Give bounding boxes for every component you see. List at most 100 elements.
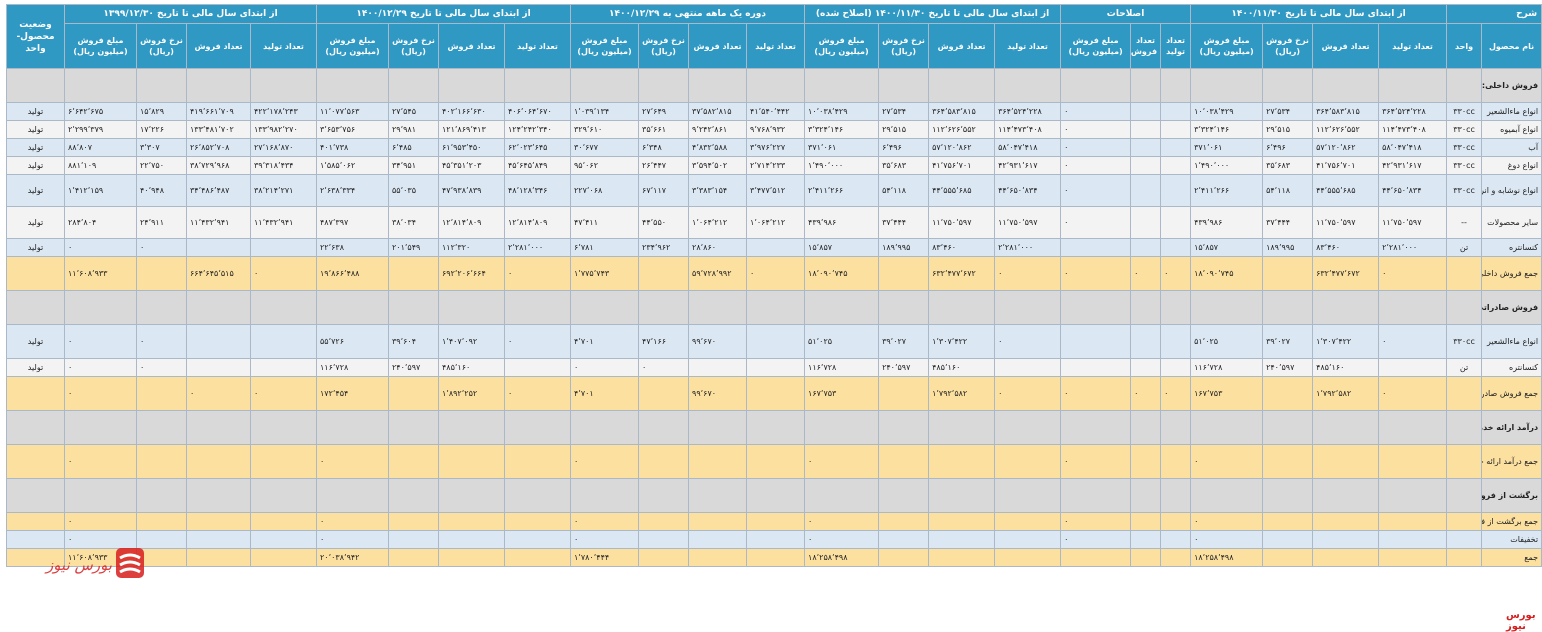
cell-value: ۱۵٬۸۵۷: [1190, 238, 1264, 257]
cell-value: ۴۰٬۹۴۸: [136, 174, 187, 207]
cell-value: ۴۴٬۶۵۰٬۸۳۴: [1378, 174, 1448, 207]
section-row: درآمد ارائه خدمات:: [6, 410, 1542, 445]
cell-value: ۰: [994, 256, 1062, 291]
row-status: [6, 68, 65, 103]
cell-value: ۰: [569, 444, 640, 479]
col-sale: تعداد فروش: [688, 23, 748, 69]
cell-value: ۰: [569, 530, 640, 549]
cell-value: ۳۸٬۷۲۹٬۹۶۸: [186, 156, 251, 175]
cell-value: [1160, 120, 1192, 139]
cell-value: [136, 478, 187, 513]
cell-value: [746, 358, 806, 377]
cell-value: ۰: [1060, 138, 1132, 157]
group-status: وضعیت محصول-واحد: [6, 4, 65, 69]
cell-value: ۱٬۳۰۷٬۴۲۲: [1312, 324, 1380, 359]
cell-value: ۶٬۴۹۶: [1262, 138, 1314, 157]
cell-value: [878, 478, 930, 513]
cell-value: [878, 256, 930, 291]
cell-value: [316, 410, 389, 445]
cell-value: [688, 530, 748, 549]
cell-value: ۱۷٬۲۲۶: [136, 120, 187, 139]
cell-value: [928, 512, 996, 531]
col-name: نام محصول: [1481, 23, 1542, 69]
cell-value: ۴۷٬۹۳۸٬۸۳۹: [438, 174, 505, 207]
cell-value: [438, 512, 505, 531]
cell-value: ۰: [1060, 530, 1132, 549]
cell-value: [1060, 290, 1132, 325]
cell-value: [1312, 68, 1380, 103]
cell-value: [438, 530, 505, 549]
cell-value: [136, 548, 187, 567]
row-label: انواع نوشابه و انرژی زا: [1481, 174, 1542, 207]
cell-value: [1190, 68, 1264, 103]
cell-value: ۰: [64, 512, 137, 531]
table-row: انواع ماءالشعیر ۳۳۰cc ۳۶۴٬۵۲۴٬۲۲۸ ۳۶۴٬۵۸۳٬۸…: [6, 102, 1542, 121]
cell-value: ۳۹٬۶۰۴: [388, 324, 439, 359]
cell-value: ۲٬۷۱۴٬۲۳۳: [746, 156, 806, 175]
cell-value: ۳۹٬۰۲۷: [1262, 324, 1314, 359]
cell-value: ۲۳۴٬۹۶۲: [638, 238, 690, 257]
cell-value: ۰: [64, 324, 137, 359]
cell-value: ۲۹٬۹۸۱: [388, 120, 439, 139]
cell-value: ۳۴٬۴۸۶٬۴۸۷: [186, 174, 251, 207]
table-row: انواع آبمیوه ۳۳۰cc ۱۱۴٬۴۷۳٬۴۰۸ ۱۱۲٬۶۲۶٬۵۵۲ ۲…: [6, 120, 1542, 139]
row-status: [6, 376, 65, 411]
cell-value: ۲۶٬۸۵۲٬۷۰۸: [186, 138, 251, 157]
cell-value: [1312, 410, 1380, 445]
cell-value: [1060, 548, 1132, 567]
cell-value: ۱۸۹٬۹۹۵: [878, 238, 930, 257]
cell-value: ۰: [64, 376, 137, 411]
cell-value: ۱۵٬۸۲۹: [136, 102, 187, 121]
cell-value: [994, 530, 1062, 549]
cell-value: [928, 410, 996, 445]
cell-value: ۰: [1190, 530, 1264, 549]
row-status: [6, 512, 65, 531]
cell-value: ۰: [1060, 156, 1132, 175]
total-row: جمع برگشت از فروش ۰ ۰ ۰ ۰ ۰ ۰: [6, 512, 1542, 531]
row-status: [6, 290, 65, 325]
cell-value: [316, 478, 389, 513]
table-row: کنسانتره تن ۲٬۲۸۱٬۰۰۰ ۸۳٬۴۶۰ ۱۸۹٬۹۹۵ ۱۵٬۸۵۷ ۲٬…: [6, 238, 1542, 257]
cell-value: [186, 290, 251, 325]
cell-value: ۱۱۶٬۷۲۸: [804, 358, 880, 377]
total-row: جمع فروش صادراتی۰۱٬۷۹۲٬۵۸۲۱۶۷٬۷۵۳۰۰۰۰۱٬۷…: [6, 376, 1542, 411]
cell-value: ۴۰۲٬۱۶۶٬۶۳۰: [438, 102, 505, 121]
cell-value: ۱۷۲٬۴۵۴: [316, 376, 389, 411]
cell-value: ۱۲٬۸۱۴٬۸۰۹: [504, 206, 571, 239]
cell-value: [804, 290, 880, 325]
cell-value: [638, 410, 690, 445]
cell-value: [638, 256, 690, 291]
bourse-news-logo-icon: بورس نیوز: [44, 548, 144, 578]
cell-value: ۵۱٬۰۲۵: [1190, 324, 1264, 359]
cell-value: [928, 478, 996, 513]
row-label: کنسانتره: [1481, 358, 1542, 377]
cell-value: ۴۲٬۹۳۱٬۶۱۷: [1378, 156, 1448, 175]
row-status: تولید: [6, 238, 65, 257]
cell-value: [1060, 358, 1132, 377]
cell-value: [994, 68, 1062, 103]
group-corrected: از ابتدای سال مالی تا تاریخ ۱۴۰۰/۱۱/۳۰ (…: [804, 4, 1062, 24]
col-unit: واحد: [1446, 23, 1483, 69]
cell-value: ۲۰٬۰۳۸٬۹۴۲: [316, 548, 389, 567]
cell-value: ۴۱٬۷۵۶٬۷۰۱: [928, 156, 996, 175]
cell-value: ۸۸۱٬۱۰۹: [64, 156, 137, 175]
total-row: جمع ۱۸٬۲۵۸٬۴۹۸ ۱۸٬۲۵۸٬۴۹۸ ۱٬۷۸۰٬۴۴۴ ۲۰٬۰۳۸٬۹…: [6, 548, 1542, 567]
cell-value: ۴۸۷٬۳۹۷: [316, 206, 389, 239]
cell-value: ۴۴٬۵۵۵٬۶۸۵: [1312, 174, 1380, 207]
cell-value: [746, 324, 806, 359]
sales-report-table: شرح از ابتدای سال مالی تا تاریخ ۱۴۰۰/۱۱/…: [6, 4, 1542, 567]
cell-value: ۶۲٬۰۲۳٬۶۴۵: [504, 138, 571, 157]
row-unit: تن: [1446, 358, 1483, 377]
cell-value: ۴۸۵٬۱۶۰: [438, 358, 505, 377]
cell-value: ۰: [316, 530, 389, 549]
cell-value: ۱۶۷٬۷۵۳: [804, 376, 880, 411]
cell-value: ۲۷٬۱۶۸٬۸۷۰: [250, 138, 317, 157]
group-1400-1229: از ابتدای سال مالی تا تاریخ ۱۴۰۰/۱۲/۲۹: [316, 4, 571, 24]
cell-value: ۰: [1060, 174, 1132, 207]
group-corrections: اصلاحات: [1060, 4, 1192, 24]
cell-value: [1160, 206, 1192, 239]
cell-value: [388, 444, 439, 479]
cell-value: [1312, 548, 1380, 567]
group-1399-1230: از ابتدای سال مالی تا تاریخ ۱۳۹۹/۱۲/۳۰: [64, 4, 317, 24]
cell-value: ۱۸٬۲۵۸٬۴۹۸: [804, 548, 880, 567]
